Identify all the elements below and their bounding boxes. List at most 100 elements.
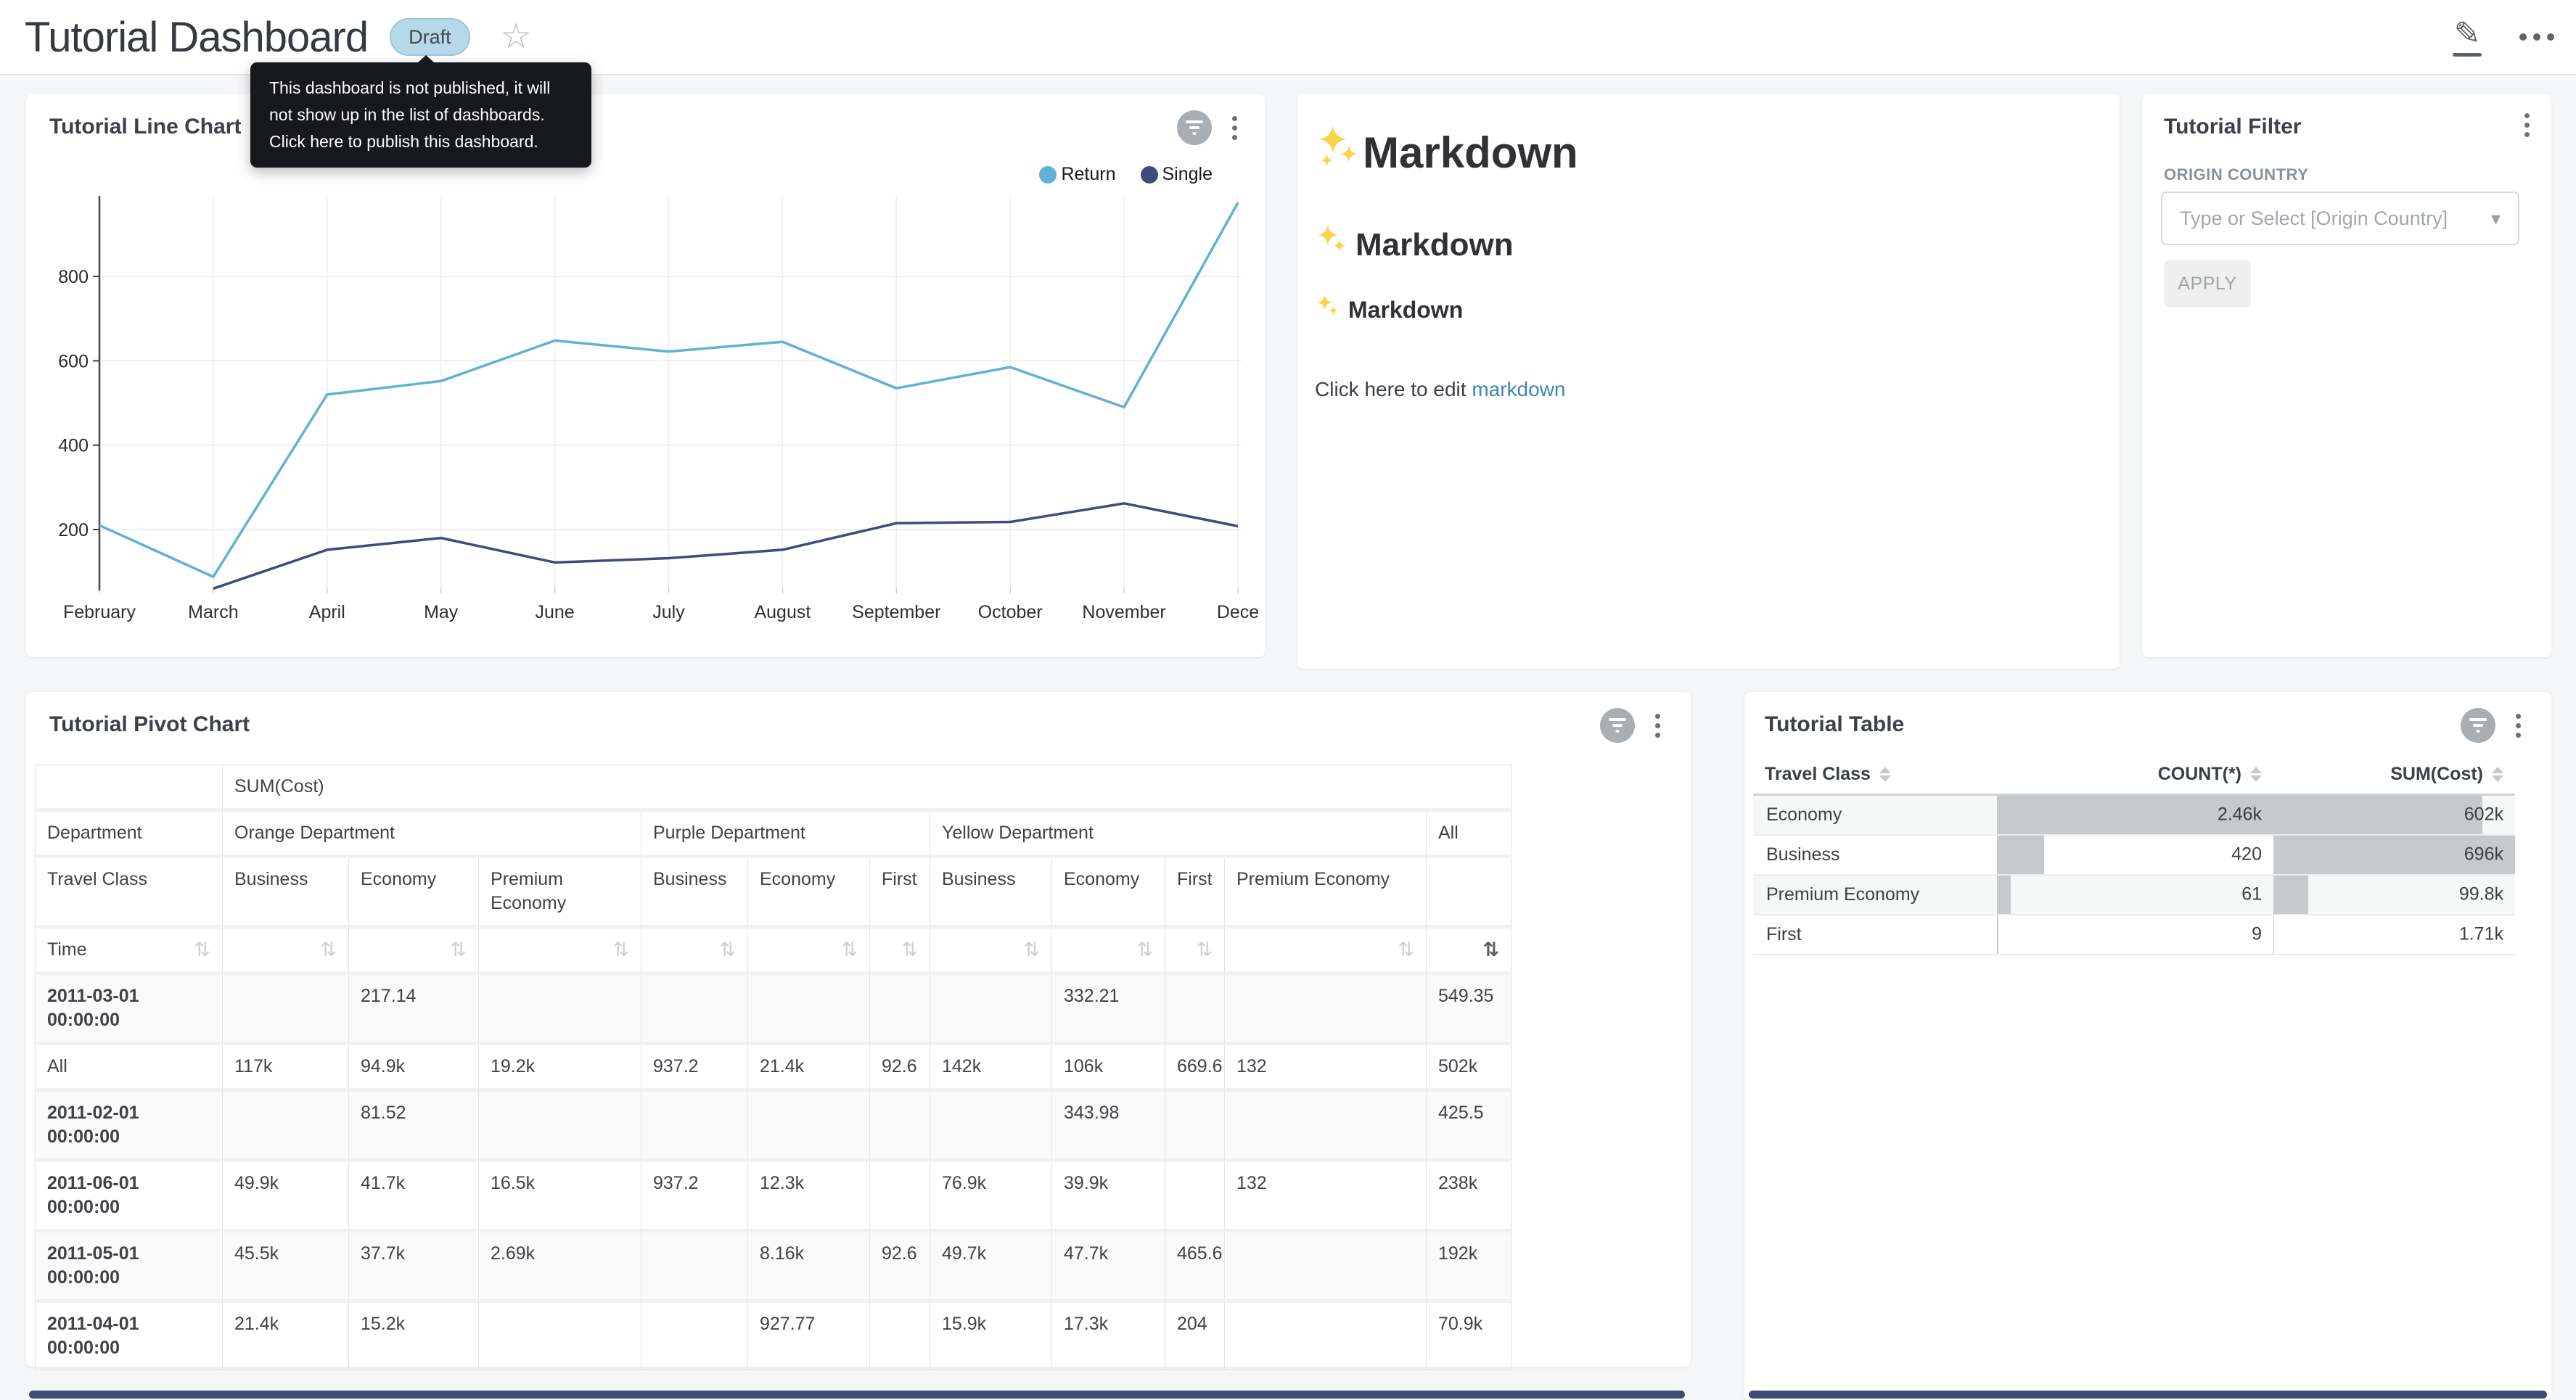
pivot-class-header: Economy — [349, 858, 479, 928]
pivot-class-header: Business — [223, 858, 349, 928]
draft-status-badge[interactable]: Draft — [390, 18, 470, 56]
favorite-star-icon[interactable]: ☆ — [501, 20, 532, 54]
pivot-value-cell: 669.6 — [1165, 1045, 1225, 1092]
axis-tick-label: 600 — [58, 351, 89, 371]
pivot-row-header: 2011-05-01 00:00:00 — [36, 1232, 223, 1303]
pivot-value-cell: 238k — [1427, 1162, 1511, 1232]
markdown-paragraph-text: Click here to edit — [1315, 378, 1472, 400]
pivot-metric-header: SUM(Cost) — [223, 765, 1511, 812]
applied-filters-icon[interactable] — [2461, 708, 2495, 743]
travel-class-cell: First — [1753, 915, 1997, 955]
sort-icon[interactable]: ⇅ — [1052, 928, 1165, 975]
horizontal-scrollbar[interactable] — [29, 1391, 1685, 1399]
markdown-edit-link[interactable]: markdown — [1472, 378, 1565, 400]
select-placeholder: Type or Select [Origin Country] — [2180, 207, 2491, 230]
axis-tick-label: May — [424, 602, 459, 622]
pivot-value-cell — [870, 1162, 930, 1232]
data-table: Travel Class COUNT(*) SUM(Cost) Economy2… — [1753, 754, 2515, 955]
sum-cost-cell: 602k — [2273, 795, 2515, 835]
more-actions-button[interactable] — [2519, 33, 2554, 41]
chart-menu-button[interactable] — [2514, 711, 2522, 741]
column-header-count[interactable]: COUNT(*) — [1997, 754, 2273, 795]
pivot-value-cell: 39.9k — [1052, 1162, 1165, 1232]
sort-icon[interactable]: ⇅ — [930, 928, 1052, 975]
pivot-value-cell: 343.98 — [1052, 1092, 1165, 1162]
markdown-h1-text: Markdown — [1363, 128, 1578, 178]
sort-icon[interactable]: ⇅ — [349, 928, 479, 975]
pivot-chart-card: Tutorial Pivot Chart SUM(Cost)Department… — [26, 692, 1691, 1367]
axis-tick-label: June — [535, 602, 574, 622]
sort-icon[interactable]: ⇅ — [641, 928, 748, 975]
column-header-sum-cost[interactable]: SUM(Cost) — [2273, 754, 2515, 795]
pivot-value-cell — [223, 975, 349, 1045]
sort-icon[interactable]: ⇅ — [1225, 928, 1427, 975]
pivot-value-cell: 192k — [1427, 1232, 1511, 1303]
sort-icon[interactable]: ⇅ — [748, 928, 870, 975]
sparkles-icon — [1315, 123, 1363, 181]
pivot-value-cell — [479, 1092, 641, 1162]
travel-class-cell: Premium Economy — [1753, 875, 1997, 915]
sort-icon[interactable]: ⇅ — [479, 928, 641, 975]
cell-bar — [2273, 796, 2482, 834]
sum-cost-cell: 99.8k — [2273, 875, 2515, 915]
pivot-value-cell — [1225, 975, 1427, 1045]
sort-icon[interactable] — [2250, 767, 2262, 782]
apply-button[interactable]: APPLY — [2164, 260, 2251, 308]
pivot-value-cell — [479, 1303, 641, 1370]
pivot-class-header: Business — [641, 858, 748, 928]
pivot-row: 2011-06-01 00:00:0049.9k41.7k16.5k937.21… — [36, 1162, 1511, 1232]
origin-country-select[interactable]: Type or Select [Origin Country] ▾ — [2161, 192, 2519, 245]
sort-icon[interactable]: ⇅ — [194, 938, 210, 962]
pivot-value-cell: 41.7k — [349, 1162, 479, 1232]
axis-tick-label: July — [652, 602, 685, 622]
axis-tick-label: October — [978, 602, 1043, 622]
line-chart-plot: 200400600800FebruaryMarchAprilMayJuneJul… — [26, 94, 1265, 657]
sort-icon[interactable] — [1879, 767, 1891, 782]
filter-menu-button[interactable] — [2523, 110, 2531, 140]
pivot-value-cell: 937.2 — [641, 1045, 748, 1092]
edit-dashboard-button[interactable]: ✎ — [2453, 18, 2482, 57]
count-cell: 2.46k — [1997, 795, 2273, 835]
table-row: Business420696k — [1753, 835, 2515, 875]
sort-icon[interactable]: ⇅ — [1165, 928, 1225, 975]
pivot-value-cell: 49.9k — [223, 1162, 349, 1232]
cell-value: 602k — [2464, 804, 2503, 825]
pivot-value-cell: 117k — [223, 1045, 349, 1092]
table-row: Economy2.46k602k — [1753, 795, 2515, 835]
pivot-row-header: 2011-02-01 00:00:00 — [36, 1092, 223, 1162]
sort-icon[interactable]: ⇅ — [870, 928, 930, 975]
pivot-value-cell: 76.9k — [930, 1162, 1052, 1232]
pivot-value-cell — [870, 1303, 930, 1370]
sort-icon[interactable]: ⇅ — [223, 928, 349, 975]
pivot-row: 2011-05-01 00:00:0045.5k37.7k2.69k8.16k9… — [36, 1232, 1511, 1303]
sort-icon[interactable]: ⇅ — [1427, 928, 1511, 975]
sort-icon[interactable] — [2492, 767, 2503, 782]
markdown-h2: Markdown — [1315, 223, 2102, 266]
markdown-h3: Markdown — [1315, 294, 2102, 326]
cell-value: 1.71k — [2459, 924, 2503, 945]
line-chart-card: Tutorial Line Chart ReturnSingle 2004006… — [26, 94, 1265, 657]
pivot-value-cell: 92.6 — [870, 1232, 930, 1303]
pivot-value-cell: 21.4k — [748, 1045, 870, 1092]
cell-bar — [2273, 876, 2308, 914]
column-header-travel-class[interactable]: Travel Class — [1753, 754, 1997, 795]
pivot-row-header: All — [36, 1045, 223, 1092]
sum-cost-cell: 696k — [2273, 835, 2515, 875]
pivot-class-header — [1427, 858, 1511, 928]
applied-filters-icon[interactable] — [1600, 708, 1635, 743]
pivot-value-cell: 465.6 — [1165, 1232, 1225, 1303]
pivot-value-cell: 92.6 — [870, 1045, 930, 1092]
pivot-group-header: All — [1427, 812, 1511, 858]
markdown-h1: Markdown — [1315, 123, 2102, 181]
chart-menu-button[interactable] — [1654, 711, 1662, 741]
sparkles-icon — [1315, 294, 1341, 326]
pivot-group-header: Yellow Department — [930, 812, 1427, 858]
markdown-h2-text: Markdown — [1355, 227, 1514, 263]
pivot-value-cell: 332.21 — [1052, 975, 1165, 1045]
pivot-value-cell — [748, 975, 870, 1045]
pivot-value-cell: 927.77 — [748, 1303, 870, 1370]
axis-tick-label: April — [309, 602, 345, 622]
pivot-value-cell — [641, 1232, 748, 1303]
pivot-value-cell: 8.16k — [748, 1232, 870, 1303]
horizontal-scrollbar[interactable] — [1749, 1391, 2547, 1399]
